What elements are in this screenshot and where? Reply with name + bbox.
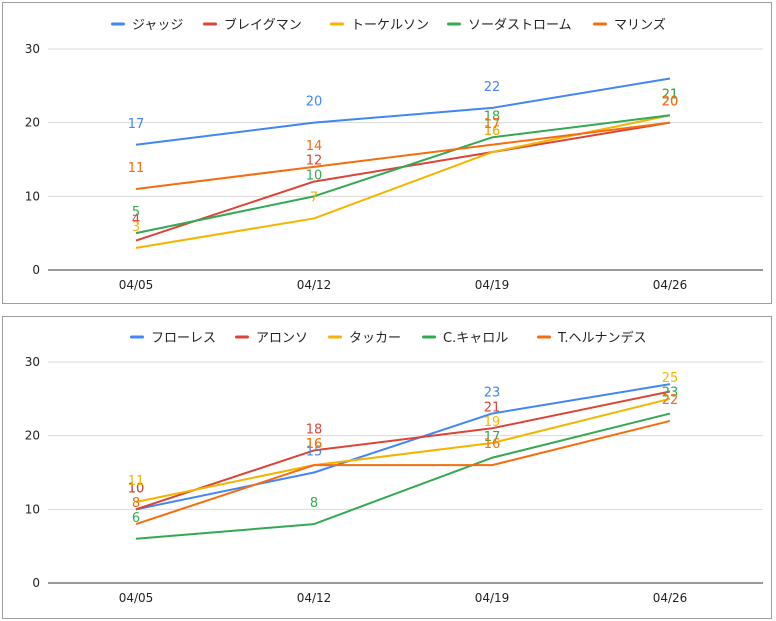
data-label: 10 — [128, 481, 145, 496]
legend-item-3[interactable]: ソーダストローム — [447, 18, 572, 33]
chart-panel-0: 0 10 20 30 04/05 04/12 04/19 04/26 17 20 22 4 12 16 20… — [2, 2, 772, 304]
legend-swatch — [422, 335, 436, 339]
data-label: 3 — [132, 220, 140, 235]
legend-label: C.キャロル — [443, 331, 508, 346]
legend-item-2[interactable]: タッカー — [328, 331, 401, 346]
data-label: 18 — [306, 422, 323, 437]
series-line-3 — [135, 412, 671, 540]
data-label: 10 — [128, 481, 145, 496]
legend-item-4[interactable]: マリンズ — [593, 17, 666, 33]
legend-swatch — [130, 335, 144, 339]
data-label: 14 — [306, 139, 323, 154]
data-label: 25 — [662, 371, 679, 386]
legend-swatch — [328, 335, 342, 339]
data-label: 16 — [306, 437, 323, 452]
line-chart-0: 0 10 20 30 04/05 04/12 04/19 04/26 17 20 22 4 12 16 20… — [25, 17, 763, 292]
series-line-1 — [135, 121, 671, 242]
data-label: 21 — [662, 87, 679, 102]
data-label: 16 — [484, 124, 501, 139]
legend-item-4[interactable]: T.ヘルナンデス — [537, 330, 647, 346]
y-tick-label: 0 — [32, 576, 40, 590]
x-tick-label: 04/26 — [653, 591, 688, 605]
legend-swatch — [235, 335, 249, 339]
data-label: 16 — [484, 124, 501, 139]
data-label: 22 — [662, 393, 679, 408]
data-label: 17 — [128, 117, 145, 132]
legend-item-1[interactable]: ブレイグマン — [203, 17, 302, 33]
data-label: 8 — [310, 496, 318, 511]
data-label: 22 — [484, 80, 501, 95]
data-label: 5 — [132, 205, 140, 220]
y-tick-label: 10 — [25, 502, 40, 516]
legend-swatch — [447, 22, 461, 26]
x-tick-label: 04/19 — [475, 278, 510, 292]
data-label: 20 — [662, 95, 679, 110]
legend-label: アロンソ — [256, 331, 308, 346]
x-tick-label: 04/05 — [119, 591, 154, 605]
data-label: 19 — [484, 415, 501, 430]
series-line-3 — [135, 114, 671, 235]
data-label: 11 — [128, 161, 145, 176]
x-tick-label: 04/05 — [119, 278, 154, 292]
legend-label: ブレイグマン — [224, 17, 302, 33]
series-line-2 — [135, 397, 671, 503]
x-tick-label: 04/12 — [297, 278, 332, 292]
data-label: 23 — [484, 386, 501, 401]
data-label: 20 — [662, 95, 679, 110]
data-label: 12 — [306, 154, 323, 169]
series-line-1 — [135, 390, 671, 511]
legend-label: ジャッジ — [132, 18, 183, 33]
legend-item-0[interactable]: フローレス — [130, 331, 216, 346]
y-tick-label: 30 — [25, 355, 40, 369]
series-line-4 — [135, 121, 671, 190]
legend-swatch — [537, 335, 551, 339]
data-label: 6 — [132, 511, 140, 526]
data-label: 21 — [662, 87, 679, 102]
data-label: 7 — [310, 190, 318, 205]
y-tick-label: 20 — [25, 116, 40, 130]
y-tick-label: 0 — [32, 263, 40, 277]
data-label: 11 — [128, 474, 145, 489]
data-label: 17 — [484, 430, 501, 445]
legend-item-3[interactable]: C.キャロル — [422, 331, 508, 346]
legend-item-2[interactable]: トーケルソン — [330, 18, 429, 33]
chart-panel-1: 0 10 20 30 04/05 04/12 04/19 04/26 10 15 23 10 18 21 1… — [2, 316, 772, 619]
series-line-0 — [135, 77, 671, 146]
legend-swatch — [593, 22, 607, 26]
x-tick-label: 04/26 — [653, 278, 688, 292]
data-label: 10 — [306, 168, 323, 183]
series-line-4 — [135, 419, 671, 526]
x-tick-label: 04/12 — [297, 591, 332, 605]
legend-label: マリンズ — [614, 17, 666, 33]
y-tick-label: 30 — [25, 42, 40, 56]
data-label: 16 — [484, 437, 501, 452]
legend-label: T.ヘルナンデス — [557, 330, 647, 346]
data-label: 18 — [484, 109, 501, 124]
legend-swatch — [111, 22, 125, 26]
data-label: 20 — [306, 95, 323, 110]
y-tick-label: 20 — [25, 429, 40, 443]
legend-item-1[interactable]: アロンソ — [235, 331, 308, 346]
x-tick-label: 04/19 — [475, 591, 510, 605]
data-label: 15 — [306, 445, 323, 460]
legend-swatch — [203, 22, 217, 26]
legend-label: ソーダストローム — [468, 18, 572, 33]
legend-item-0[interactable]: ジャッジ — [111, 18, 183, 33]
legend-label: トーケルソン — [351, 18, 429, 33]
legend-label: タッカー — [349, 331, 401, 346]
data-label: 17 — [484, 117, 501, 132]
data-label: 16 — [306, 437, 323, 452]
legend-label: フローレス — [151, 331, 216, 346]
data-label: 4 — [132, 213, 140, 228]
data-label: 8 — [132, 496, 140, 511]
legend-swatch — [330, 22, 344, 26]
y-tick-label: 10 — [25, 189, 40, 203]
data-label: 23 — [662, 386, 679, 401]
data-label: 21 — [484, 400, 501, 415]
series-line-0 — [135, 383, 671, 511]
